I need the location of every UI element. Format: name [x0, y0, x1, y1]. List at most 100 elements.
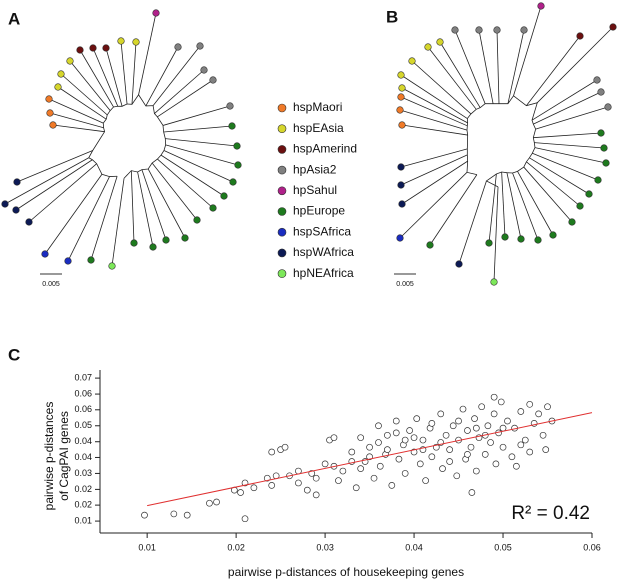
leaf-node [455, 260, 463, 268]
legend-marker [277, 269, 287, 278]
y-tick-label: 0.03 [74, 468, 92, 478]
point [406, 427, 413, 434]
point [464, 451, 471, 458]
point [395, 455, 403, 463]
leaf-node [108, 262, 116, 270]
leaf-node [102, 44, 110, 52]
tree-branch [534, 142, 605, 149]
legend-label: hpAsia2 [293, 162, 337, 176]
tree-branch [137, 171, 154, 248]
point [521, 436, 529, 444]
tree-branch [411, 60, 472, 115]
tree-branch [533, 132, 602, 139]
leaf-node [549, 231, 557, 239]
point [455, 417, 462, 425]
leaf-node [54, 83, 62, 91]
point [241, 515, 249, 523]
tree-branch [496, 29, 500, 104]
y-tick-label: 0.06 [74, 388, 92, 398]
point [481, 451, 489, 458]
leaf-node [46, 109, 54, 117]
panel-label: C [8, 345, 20, 364]
point [392, 429, 400, 437]
point [410, 434, 418, 442]
point [375, 439, 382, 446]
leaf-node [196, 42, 204, 50]
tree-branch [16, 150, 93, 183]
tree-branch [401, 160, 468, 205]
tree-branch [52, 124, 105, 133]
point [499, 443, 507, 451]
tree-branch [400, 74, 468, 119]
leaf-node [49, 121, 57, 129]
tree-branch [535, 106, 609, 130]
leaf-node [397, 163, 405, 171]
legend-label: hpNEAfrica [293, 266, 354, 280]
point [490, 393, 498, 401]
leaf-node [25, 218, 33, 226]
leaf-node [181, 234, 189, 242]
tree-branch [537, 26, 614, 103]
tree-branch [523, 166, 573, 223]
leaf-node [397, 71, 405, 79]
point [312, 491, 320, 499]
leaf-node [89, 44, 97, 52]
tree-branch [60, 73, 108, 116]
leaf-node [534, 236, 542, 244]
tree-branch [162, 105, 231, 126]
tree-branch [4, 157, 89, 205]
leaf-node [490, 278, 498, 286]
legend-label: hspAmerind [293, 142, 357, 156]
leaf-node [576, 32, 584, 40]
tree-branch [163, 125, 233, 133]
point [348, 448, 356, 456]
tree-branch [531, 79, 598, 121]
tree-branch [478, 29, 494, 104]
point [312, 474, 320, 482]
tree-branch [534, 147, 607, 164]
tree-branch [15, 159, 93, 211]
point [416, 460, 424, 468]
point [526, 400, 534, 408]
leaf-node [576, 202, 584, 210]
tree-branch [145, 46, 179, 107]
point [295, 479, 302, 487]
point [472, 467, 480, 475]
leaf-node [501, 233, 509, 241]
point [517, 408, 525, 415]
y-tick-label: 0.02 [74, 499, 92, 509]
tree-branch [28, 163, 97, 223]
scale-label: 0.005 [396, 281, 414, 288]
point [535, 410, 542, 418]
leaf-node [436, 38, 444, 46]
leaf-node [233, 142, 241, 150]
tree-branch [111, 178, 125, 267]
tree-branch [105, 47, 123, 107]
tree-branch [69, 60, 111, 111]
point [375, 422, 382, 430]
point [499, 424, 507, 432]
leaf-node [41, 250, 49, 258]
point [401, 436, 409, 444]
leaf-node [396, 106, 404, 114]
tree-branch [120, 40, 128, 105]
leaf-node [152, 9, 160, 17]
leaf-node [537, 2, 545, 10]
leaf-node [398, 121, 406, 129]
tree-backbone [466, 95, 538, 188]
tree-branch [526, 161, 581, 207]
tree-branch [493, 186, 499, 283]
point [446, 446, 453, 453]
leaf-node [117, 37, 125, 45]
point [250, 484, 258, 492]
leaf-node [396, 234, 404, 242]
leaf-node [64, 257, 72, 265]
tree-branch [157, 158, 214, 209]
point [237, 489, 244, 496]
tree-branch [131, 41, 137, 105]
point [487, 439, 494, 446]
tree-branch [165, 144, 239, 166]
leaf-node [149, 243, 157, 251]
leaf-node [398, 200, 406, 208]
tree-branch [399, 109, 468, 131]
